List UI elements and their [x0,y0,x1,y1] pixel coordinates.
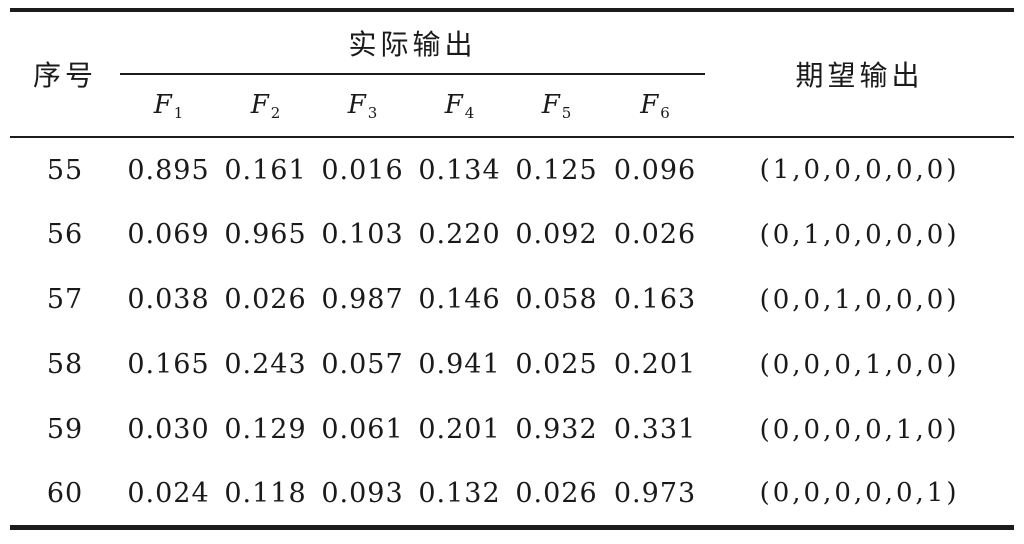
expected-output-cell: (1,0,0,0,0,0) [759,155,960,185]
row-id-cell: 59 [46,414,84,445]
f-subscript: 3 [367,103,378,122]
value-cell-f6: 0.973 [613,477,697,509]
value-cell-f6: 0.331 [613,414,697,445]
row-id-cell: 56 [46,219,84,250]
value-cell-f6: 0.026 [613,219,697,250]
column-header-seq: 序号 [32,59,97,92]
value-cell-f4: 0.941 [418,349,501,380]
f-subscript: 2 [270,103,281,122]
value-cell-f5: 0.025 [515,349,598,380]
f-symbol: F [250,89,269,120]
value-cell-f3: 0.987 [321,284,404,315]
value-cell-f2: 0.965 [224,219,307,250]
value-cell-f6: 0.096 [613,154,697,186]
value-cell-f3: 0.103 [321,219,404,250]
value-cell-f1: 0.895 [127,154,210,186]
table-row: 56 0.069 0.965 0.103 0.220 0.092 0.026 (… [10,202,1014,267]
expected-output-cell: (0,1,0,0,0,0) [759,219,960,250]
expected-output-cell: (0,0,0,1,0,0) [759,349,960,380]
value-cell-f1: 0.069 [127,219,210,250]
f-subscript: 5 [561,103,572,122]
expected-output-cell: (0,0,0,0,1,0) [759,414,960,445]
row-id-cell: 60 [46,477,84,509]
table-row: 58 0.165 0.243 0.057 0.941 0.025 0.201 (… [10,332,1014,397]
value-cell-f5: 0.092 [515,219,598,250]
value-cell-f4: 0.146 [418,284,501,315]
table-row: 57 0.038 0.026 0.987 0.146 0.058 0.163 (… [10,267,1014,332]
value-cell-f3: 0.061 [321,414,404,445]
value-cell-f2: 0.118 [224,477,307,509]
value-cell-f2: 0.161 [224,154,307,186]
f-subscript: 6 [660,103,670,122]
row-id-cell: 58 [46,349,84,380]
value-cell-f5: 0.058 [515,284,598,315]
table-row: 55 0.895 0.161 0.016 0.134 0.125 0.096 (… [10,137,1014,202]
f-subscript: 4 [464,103,475,122]
f-symbol: F [444,89,463,120]
value-cell-f3: 0.057 [321,349,404,380]
column-header-expected-output: 期望输出 [795,59,924,92]
f-symbol: F [640,89,659,120]
value-cell-f4: 0.134 [418,154,501,186]
f-subscript: 1 [173,103,184,122]
value-cell-f6: 0.201 [613,349,697,380]
f-symbol: F [347,89,366,120]
value-cell-f4: 0.220 [418,219,501,250]
value-cell-f6: 0.163 [613,284,697,315]
f-symbol: F [541,89,560,120]
value-cell-f4: 0.201 [418,414,501,445]
value-cell-f1: 0.038 [127,284,210,315]
expected-output-cell: (0,0,0,0,0,1) [759,478,960,509]
value-cell-f4: 0.132 [418,477,501,509]
table-body: 55 0.895 0.161 0.016 0.134 0.125 0.096 (… [10,137,1014,527]
value-cell-f2: 0.243 [224,349,307,380]
value-cell-f3: 0.093 [321,477,404,509]
row-id-cell: 55 [46,154,84,186]
value-cell-f1: 0.030 [127,414,210,445]
header-row-group: 序号 实际输出 期望输出 [10,10,1014,92]
table-row: 59 0.030 0.129 0.061 0.201 0.932 0.331 (… [10,397,1014,462]
row-id-cell: 57 [46,284,84,315]
table-row: 60 0.024 0.118 0.093 0.132 0.026 0.973 (… [10,462,1014,527]
value-cell-f5: 0.932 [515,414,598,445]
f-symbol: F [153,89,172,120]
value-cell-f5: 0.026 [515,477,598,509]
value-cell-f1: 0.024 [127,477,210,509]
value-cell-f2: 0.129 [224,414,307,445]
column-group-actual-output: 实际输出 [120,10,706,75]
value-cell-f5: 0.125 [515,154,598,186]
expected-output-cell: (0,0,1,0,0,0) [759,284,960,315]
value-cell-f1: 0.165 [127,349,210,380]
value-cell-f2: 0.026 [224,284,307,315]
value-cell-f3: 0.016 [321,154,404,186]
